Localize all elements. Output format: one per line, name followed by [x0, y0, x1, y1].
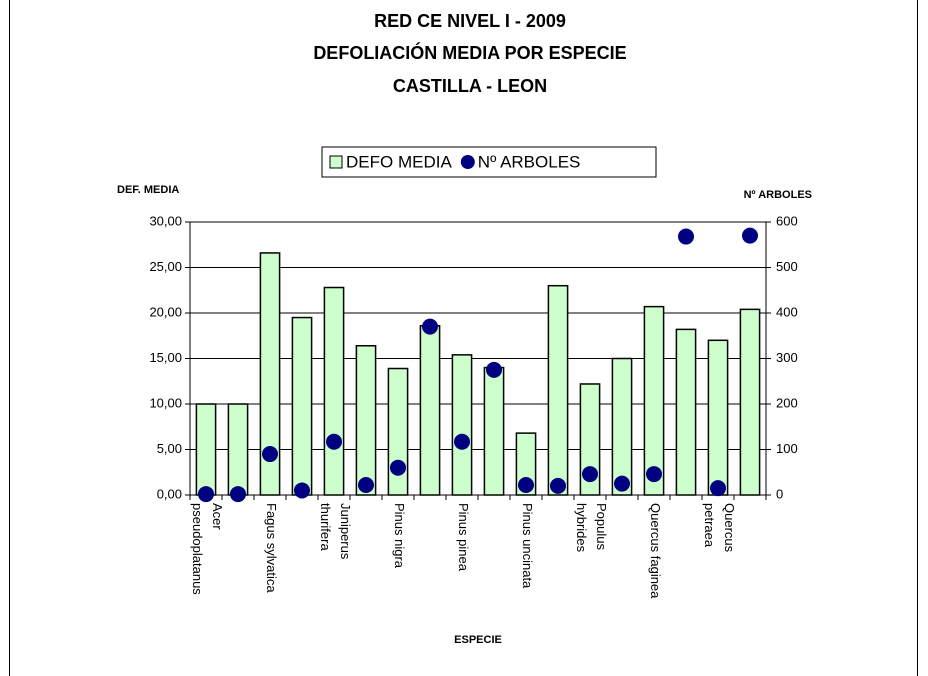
legend-box: [321, 146, 657, 178]
y-tick-label: 0,00: [157, 486, 182, 501]
chart-title: RED CE NIVEL I - 2009: [374, 11, 566, 31]
chart-frame: [9, 0, 918, 676]
y2-tick-label: 100: [776, 441, 798, 456]
dot: [294, 482, 310, 499]
chart-title: DEFOLIACIÓN MEDIA POR ESPECIE: [313, 42, 626, 63]
bar: [547, 284, 569, 496]
legend-label: DEFO MEDIA: [346, 152, 452, 171]
x-tick-label: Pinus uncinata: [520, 503, 535, 589]
x-tick-label: Juniperusthurifera: [318, 503, 353, 560]
dot: [646, 466, 662, 483]
dot: [422, 318, 438, 335]
bar: [195, 403, 217, 496]
y2-tick-label: 300: [776, 350, 798, 365]
y2-tick-label: 500: [776, 259, 798, 274]
dot: [550, 477, 566, 494]
bar: [291, 316, 313, 496]
x-tick-label: Populushybrides: [574, 503, 609, 553]
legend-label: Nº ARBOLES: [478, 152, 581, 171]
y-axis-label: DEF. MEDIA: [117, 184, 179, 196]
dot: [454, 433, 470, 450]
bar: [259, 252, 281, 496]
x-axis-label: ESPECIE: [454, 634, 502, 646]
bar: [579, 383, 601, 496]
bar: [739, 308, 761, 496]
x-tick-label: Fagus sylvatica: [264, 503, 279, 593]
y-tick-label: 30,00: [149, 213, 182, 228]
bar: [387, 367, 409, 496]
bar: [451, 354, 473, 496]
x-tick-label: Pinus pinea: [456, 503, 471, 572]
dot: [710, 480, 726, 497]
y-tick-label: 5,00: [157, 441, 182, 456]
y2-tick-label: 400: [776, 304, 798, 319]
dot: [230, 486, 246, 503]
dot: [198, 486, 214, 503]
y-tick-label: 25,00: [149, 259, 182, 274]
bar: [643, 305, 665, 496]
x-tick-label: Quercuspetraea: [702, 503, 737, 553]
dot: [518, 476, 534, 493]
dot: [390, 459, 406, 476]
y-tick-label: 10,00: [149, 395, 182, 410]
dot: [678, 228, 694, 245]
y2-tick-label: 600: [776, 213, 798, 228]
dot: [358, 476, 374, 493]
chart-title: CASTILLA - LEON: [393, 76, 547, 96]
bar: [483, 366, 505, 496]
dot: [582, 466, 598, 483]
y2-axis-label: Nº ARBOLES: [744, 189, 812, 201]
legend-swatch: [460, 155, 475, 169]
bar: [355, 345, 377, 496]
x-tick-label: Pinus nigra: [392, 503, 407, 569]
bar: [675, 328, 697, 496]
dot: [486, 361, 502, 378]
bar: [611, 357, 633, 496]
y-tick-label: 15,00: [149, 350, 182, 365]
x-tick-label: Quercus faginea: [648, 503, 663, 599]
legend-swatch: [329, 155, 343, 169]
x-tick-label: Acerpseudoplatanus: [190, 503, 225, 595]
y2-tick-label: 200: [776, 395, 798, 410]
dot: [262, 446, 278, 463]
bar: [323, 286, 345, 496]
dot: [326, 433, 342, 450]
bar: [227, 403, 249, 496]
dot: [742, 227, 758, 244]
bar: [707, 339, 729, 496]
dot: [614, 475, 630, 492]
y2-tick-label: 0: [776, 486, 783, 501]
y-tick-label: 20,00: [149, 304, 182, 319]
bar: [419, 324, 441, 496]
